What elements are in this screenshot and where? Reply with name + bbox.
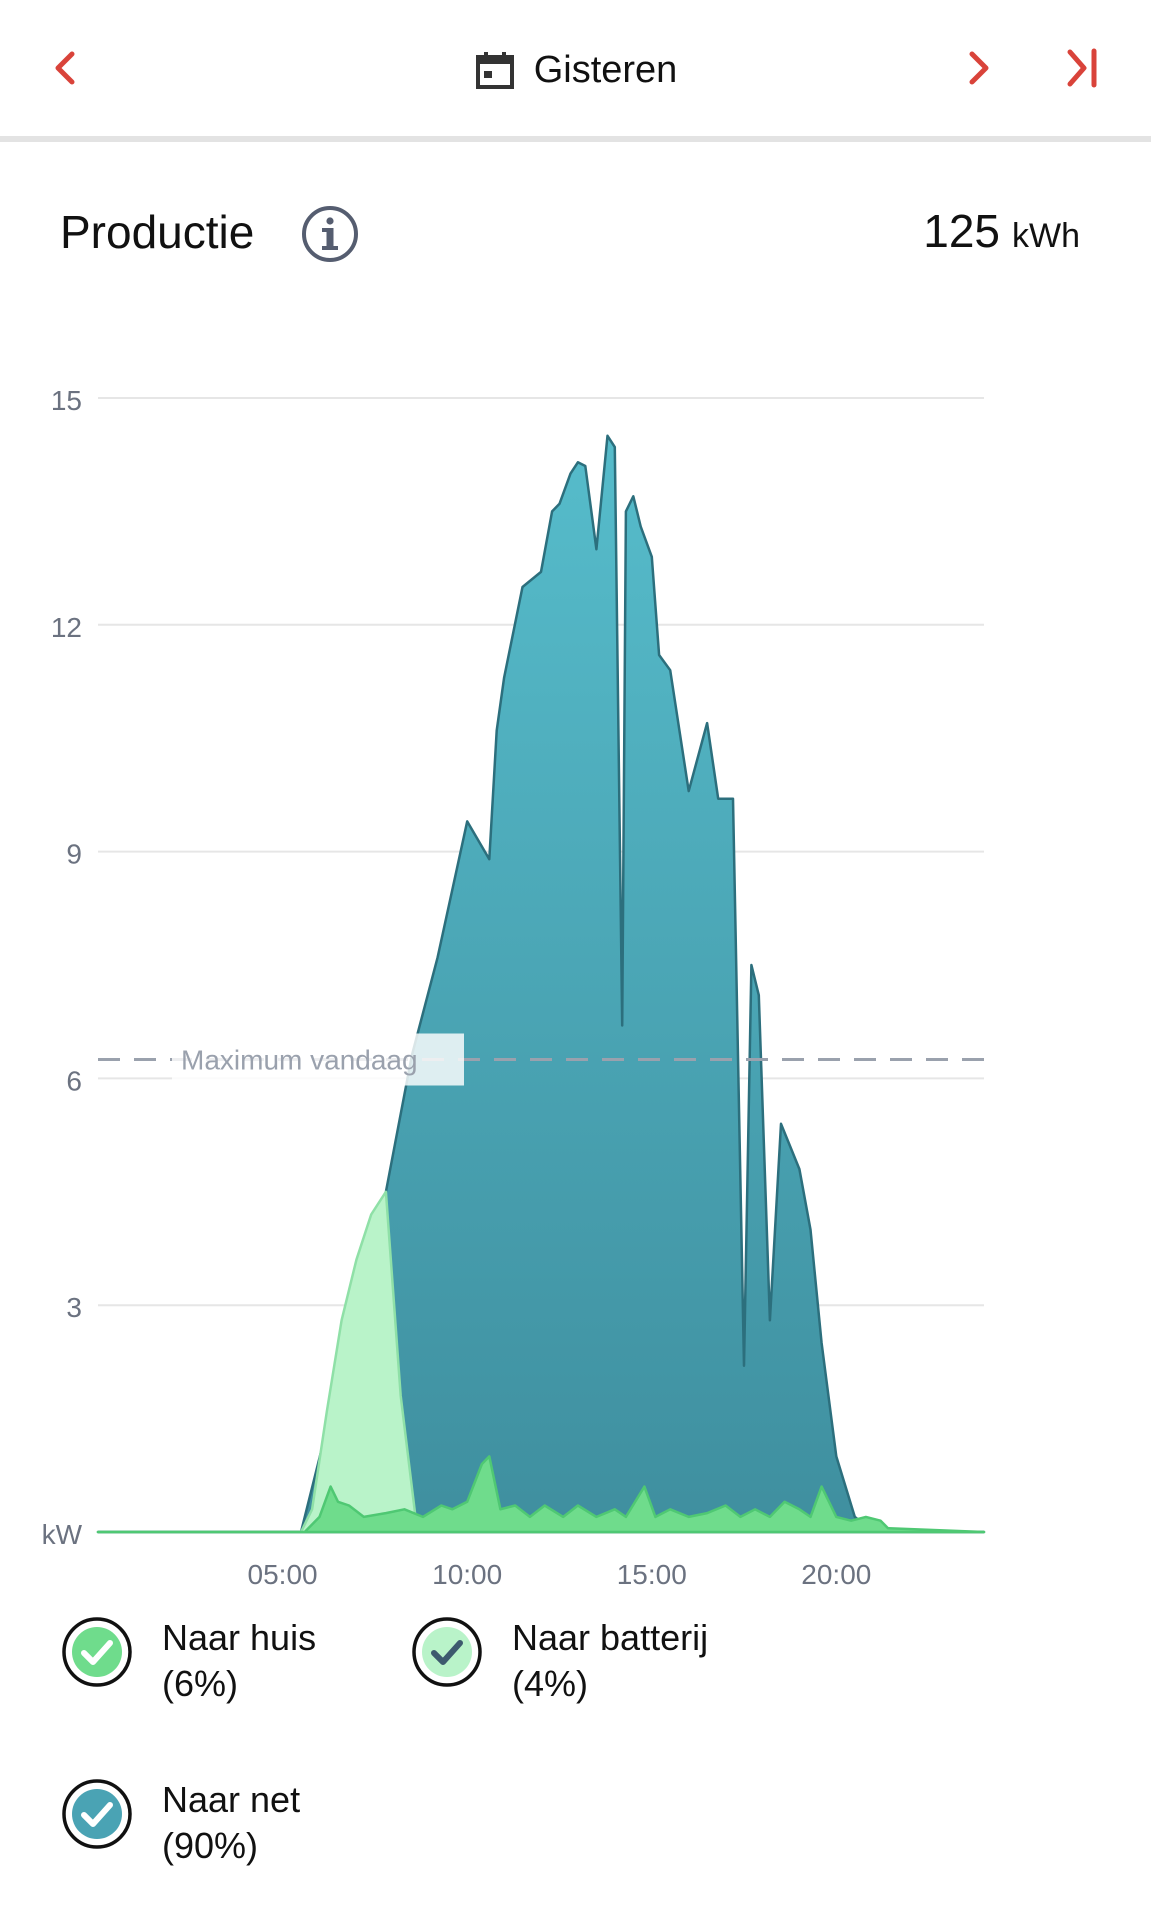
top-bar: Gisteren [0,0,1151,142]
legend-percent: (90%) [162,1825,259,1866]
legend: Naar huis (6%) Naar batterij (4%) Naar n… [60,1615,1090,1895]
last-day-button[interactable] [1052,38,1112,98]
y-tick-label: 3 [66,1292,82,1323]
production-header: Productie 125 kWh [60,200,1080,270]
info-icon[interactable] [300,204,360,264]
legend-item-naar-net[interactable]: Naar net (90%) [60,1777,300,1869]
date-selector[interactable]: Gisteren [0,30,1151,110]
check-circle-icon [62,1779,132,1849]
series-area-naar-net [96,434,986,1534]
legend-label: Naar batterij [512,1617,709,1658]
series-areas [96,434,986,1534]
next-day-button[interactable] [948,38,1008,98]
header-divider [0,136,1151,142]
production-chart: Maximum vandaag 15 12 9 6 3 kW 05:00 10:00 15:00… [42,385,986,1590]
date-label: Gisteren [533,48,678,91]
x-tick-label: 20:00 [801,1559,871,1590]
legend-item-naar-huis[interactable]: Naar huis (6%) [60,1615,316,1707]
x-tick-label: 05:00 [248,1559,318,1590]
skip-to-end-icon [1067,48,1097,88]
y-tick-label: 12 [51,612,82,643]
reference-line: Maximum vandaag [98,1033,984,1086]
series-area-naar-huis [96,1455,986,1534]
reference-label-bg [172,1033,464,1086]
calendar-icon [475,52,514,89]
x-tick-label: 15:00 [617,1559,687,1590]
y-unit-label: kW [42,1519,83,1550]
x-tick-label: 10:00 [432,1559,502,1590]
total-value: 125 [923,205,1000,257]
chevron-right-icon [969,51,989,85]
legend-label: Naar huis [162,1617,317,1658]
check-circle-icon [62,1617,132,1687]
reference-line-label: Maximum vandaag [181,1045,418,1076]
section-title: Productie [60,206,255,258]
legend-item-naar-batterij[interactable]: Naar batterij (4%) [410,1615,708,1707]
axis-labels: 15 12 9 6 3 kW 05:00 10:00 15:00 20:00 [42,385,872,1590]
y-tick-label: 9 [66,839,82,870]
legend-percent: (4%) [512,1663,589,1704]
previous-day-button[interactable] [36,38,96,98]
chevron-left-icon [55,51,75,85]
total-unit: kWh [1012,217,1080,255]
total-production: 125 kWh [923,204,1080,258]
check-circle-icon [412,1617,482,1687]
y-tick-label: 15 [51,385,82,416]
legend-percent: (6%) [162,1663,239,1704]
legend-label: Naar net [162,1779,301,1820]
y-tick-label: 6 [66,1065,82,1096]
